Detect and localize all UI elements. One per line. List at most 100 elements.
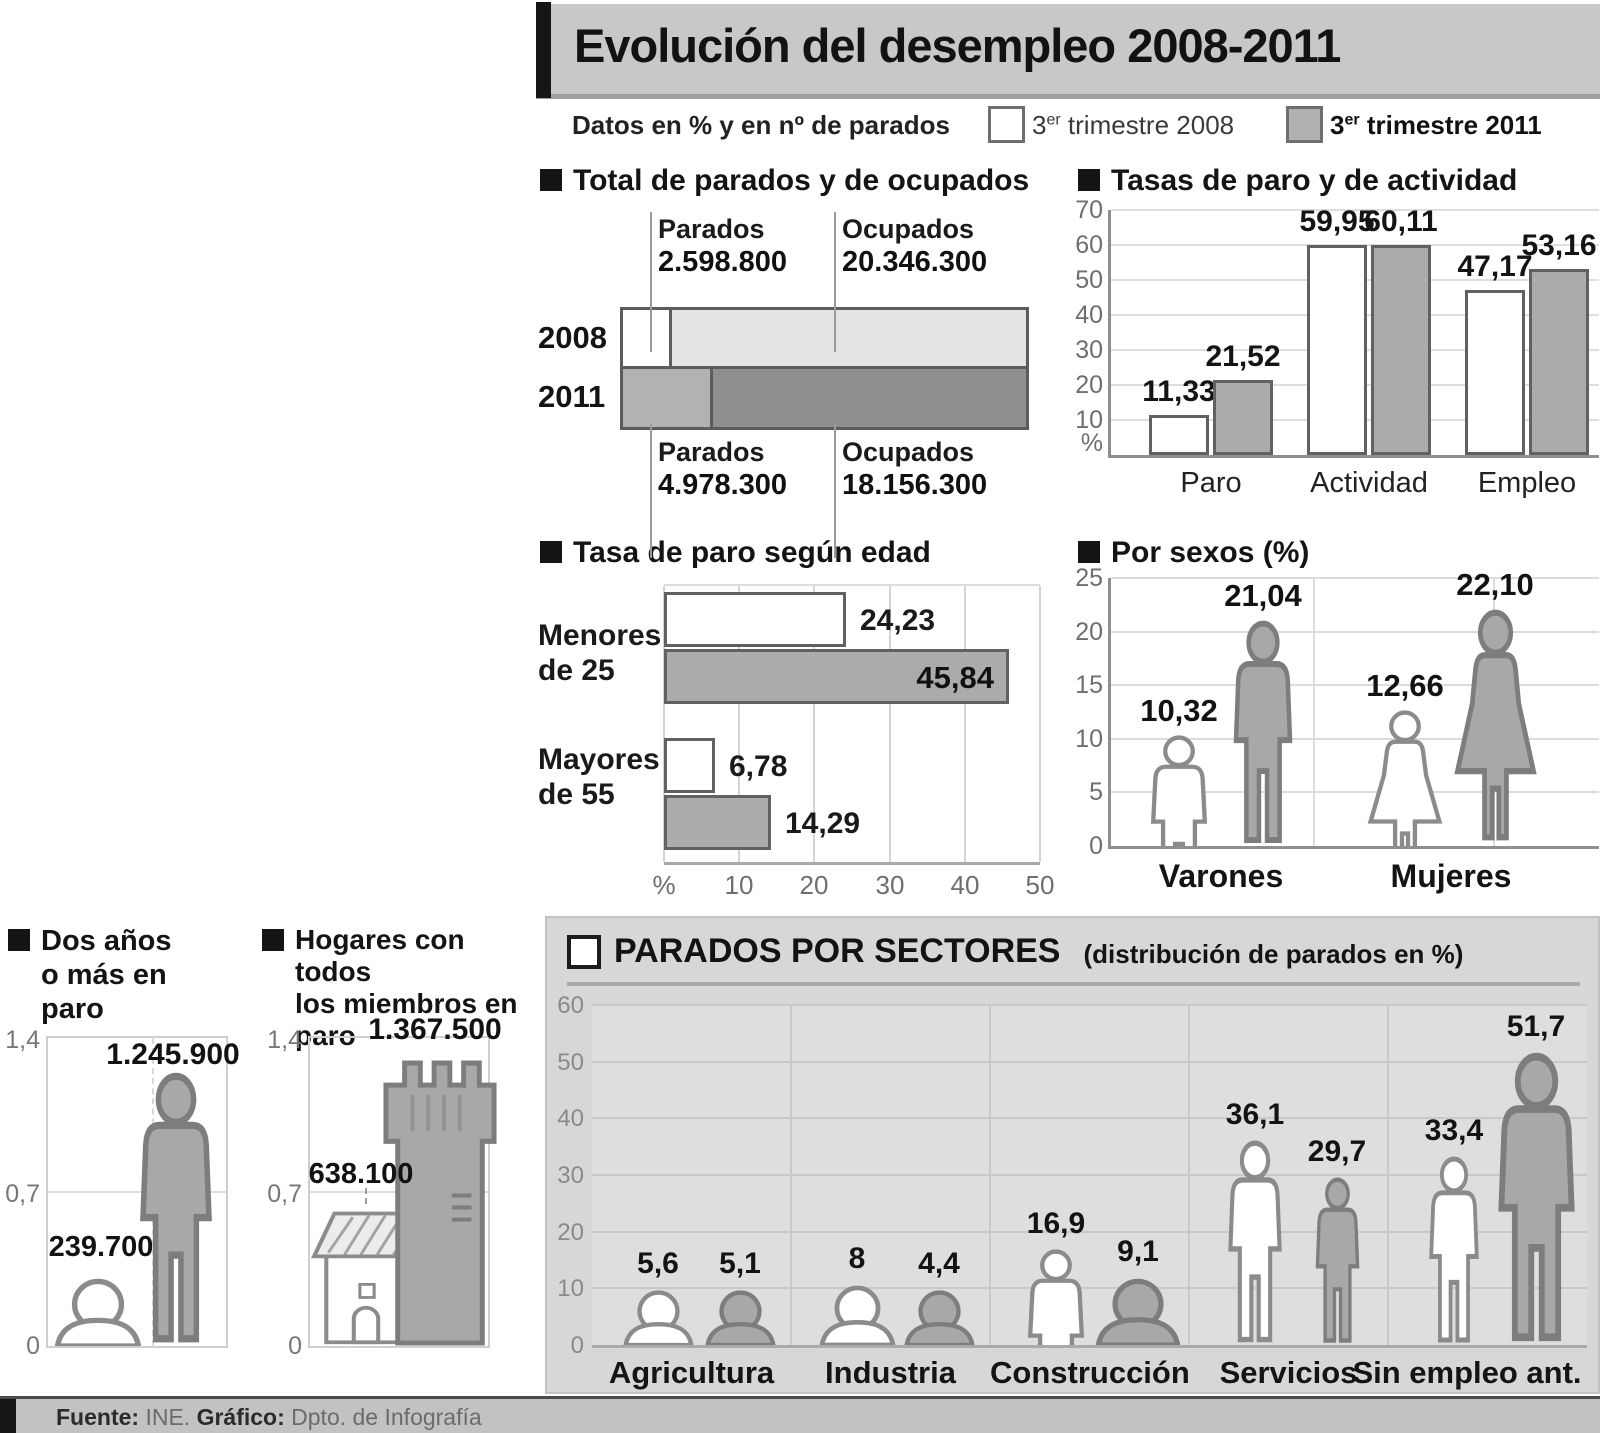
gray-person-figure-svg [1233, 620, 1293, 844]
value-ocupados-2008: 20.346.300 [842, 246, 988, 278]
value-label: 47,17 [1457, 250, 1533, 283]
value-label: 5,1 [719, 1247, 761, 1280]
segment-parados-2011 [623, 369, 713, 427]
white-person-figure [1416, 1156, 1492, 1345]
gridline [989, 1005, 991, 1345]
value-label: 51,7 [1506, 1010, 1566, 1043]
credit-value: Dpto. de Infografía [284, 1404, 482, 1430]
title-accent-bar [536, 2, 551, 98]
callout-line [650, 212, 652, 352]
tick-label: 40 [950, 870, 980, 900]
year-label-2008: 2008 [538, 320, 607, 355]
bar [1213, 380, 1273, 455]
legend-label-2008-rest: trimestre 2008 [1060, 110, 1235, 140]
category-label: Mujeres [1390, 858, 1512, 894]
open-square-icon [567, 935, 601, 969]
category-label-menores: Menores de 25 [538, 619, 662, 687]
gridline [592, 1287, 1587, 1289]
gray-person-figure [1304, 1177, 1371, 1345]
gridline [1313, 578, 1315, 846]
tick-label: 15 [1075, 671, 1103, 699]
title-bar: Evolución del desempleo 2008-2011 [536, 2, 1600, 99]
gray-person-figure-svg [140, 1072, 212, 1343]
category-label: Servicios [1219, 1355, 1358, 1390]
value-label: 9,1 [1117, 1235, 1159, 1268]
tick-label: 0 [288, 1332, 302, 1360]
gray-person-figure [1218, 620, 1308, 846]
gridline [1111, 577, 1599, 579]
section-heading-hogares: Hogares con todos los miembros en paro [262, 924, 542, 1052]
white-person-figure-svg [1367, 710, 1443, 846]
section-heading-hogares-label: Hogares con todos los miembros en paro [295, 924, 518, 1051]
value-label: 33,4 [1424, 1114, 1484, 1147]
stacked-bar-2008 [620, 307, 1029, 371]
tick-label: 50 [1025, 870, 1055, 900]
tick-label: 0 [26, 1332, 40, 1360]
bar [1371, 245, 1431, 455]
category-label: Construcción [990, 1355, 1190, 1390]
category-label-mayores: Mayores de 55 [538, 743, 660, 811]
tick-label: % [652, 870, 676, 900]
bar [1529, 269, 1589, 455]
gray-building-figure-svg [383, 1060, 497, 1346]
gray-person-figure [121, 1072, 231, 1346]
section-heading-totales: Total de parados y de ocupados [540, 164, 1029, 198]
legend-label-2008-num: 3 [1032, 110, 1047, 140]
tick-label: 10 [557, 1275, 584, 1302]
tick-label: 0,7 [267, 1180, 302, 1208]
value-label: 36,1 [1225, 1098, 1285, 1131]
divider [567, 982, 1580, 986]
value-label: 59,95 [1299, 205, 1375, 238]
white-person-figure-svg [1027, 1249, 1085, 1345]
gridline [48, 1191, 226, 1193]
tick-label: % [1080, 429, 1103, 457]
tick-label: 10 [1075, 725, 1103, 753]
gridline [1111, 209, 1599, 211]
legend-label-2011-sup: er [1344, 111, 1360, 129]
value-label: 4,4 [918, 1247, 960, 1280]
tick-label: 40 [557, 1105, 584, 1132]
tick-label: 1,4 [5, 1026, 40, 1054]
label-ocupados-top: Ocupados [842, 214, 975, 244]
category-label: Sin empleo ant. [1352, 1355, 1582, 1390]
white-person-figure-svg [819, 1285, 896, 1345]
tick-label: 30 [557, 1162, 584, 1189]
value-parados-2011: 4.978.300 [658, 469, 788, 501]
gridline [889, 586, 891, 862]
section-heading-totales-label: Total de parados y de ocupados [573, 164, 1030, 197]
bar [664, 738, 715, 793]
label-parados-top: Parados [658, 214, 765, 244]
footer-credit: Fuente: INE. Gráfico: Dpto. de Infografí… [56, 1404, 482, 1431]
tick-label: 5 [1089, 778, 1103, 806]
section-heading-sexos-label: Por sexos (%) [1111, 536, 1310, 569]
label-ocupados-bottom: Ocupados [842, 437, 975, 467]
gridline [790, 1005, 792, 1345]
value-label: 5,6 [637, 1247, 679, 1280]
gridline [964, 586, 966, 862]
tick-label: 60 [557, 992, 584, 1019]
gridline [1188, 1005, 1190, 1345]
tick-label: 10 [724, 870, 754, 900]
gray-person-figure-svg [1454, 609, 1537, 841]
section-heading-dos-anos-label: Dos años o más en paro [41, 925, 172, 1025]
section-heading-sexos: Por sexos (%) [1078, 536, 1309, 570]
section-heading-edad: Tasa de paro según edad [540, 536, 931, 570]
category-label: Paro [1180, 467, 1242, 499]
sectors-title: PARADOS POR SECTORES [614, 932, 1061, 970]
gray-person-figure [704, 1289, 777, 1345]
tick-label: 25 [1075, 564, 1103, 592]
gray-person-figure-svg [705, 1290, 776, 1345]
chart-totales: Parados 2.598.800 Ocupados 20.346.300 20… [0, 0, 1600, 600]
bar [1307, 245, 1367, 455]
value-label: 239.700 [48, 1231, 154, 1263]
value-label: 1.245.900 [106, 1038, 240, 1071]
gridline [663, 586, 665, 862]
heading-square-icon [262, 929, 284, 951]
value-label: 29,7 [1307, 1135, 1367, 1168]
section-heading-tasas: Tasas de paro y de actividad [1078, 164, 1517, 198]
source-label: Fuente: [56, 1404, 140, 1430]
bar [664, 649, 1009, 704]
value-label: 8 [848, 1242, 866, 1275]
value-label: 11,33 [1142, 375, 1216, 408]
segment-parados-2008 [623, 310, 672, 368]
